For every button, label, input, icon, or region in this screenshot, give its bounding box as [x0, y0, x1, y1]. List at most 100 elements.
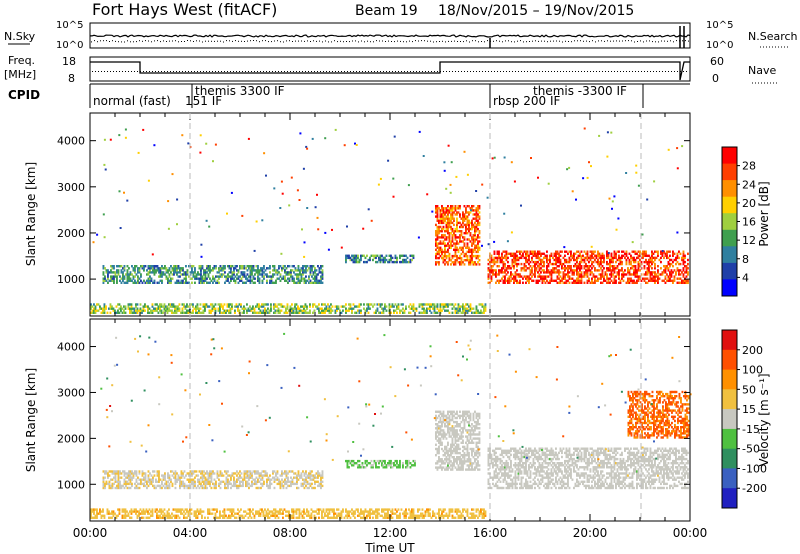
data-cell [622, 279, 625, 282]
data-cell [612, 258, 614, 262]
data-cell [453, 458, 455, 461]
data-cell [498, 254, 500, 257]
data-cell [282, 472, 285, 475]
nave-dot [254, 71, 255, 72]
data-cell [392, 177, 395, 180]
data-cell [275, 279, 277, 282]
data-cell [487, 258, 490, 262]
data-cell [429, 309, 431, 312]
data-cell [456, 412, 458, 416]
nsearch-dot [424, 40, 425, 42]
data-cell [666, 273, 668, 276]
data-cell [317, 472, 319, 475]
data-cell [501, 258, 503, 262]
data-cell [654, 273, 656, 276]
data-cell [173, 472, 175, 475]
data-cell [222, 474, 225, 477]
data-cell [635, 171, 638, 174]
data-cell [636, 271, 638, 274]
data-cell [164, 267, 166, 270]
nsearch-dot [475, 40, 476, 42]
data-cell [507, 265, 509, 268]
data-cell [451, 238, 454, 241]
data-cell [314, 480, 316, 483]
data-cell [441, 252, 443, 256]
data-cell [167, 279, 169, 282]
data-cell [149, 472, 151, 475]
data-cell [450, 460, 452, 463]
data-cell [669, 262, 671, 266]
nsearch-dot [142, 40, 143, 42]
data-cell [633, 273, 635, 276]
data-cell [670, 271, 673, 274]
data-cell [188, 281, 190, 284]
nave-dot [161, 71, 162, 72]
data-cell [463, 213, 466, 216]
data-cell [538, 267, 541, 270]
data-cell [504, 256, 506, 260]
data-cell [111, 275, 114, 278]
data-cell [465, 215, 467, 218]
data-cell [315, 279, 318, 282]
data-cell [119, 470, 121, 473]
data-cell [447, 420, 449, 424]
data-cell [543, 275, 545, 278]
data-cell [205, 219, 208, 222]
data-cell [219, 267, 222, 270]
data-cell [621, 277, 623, 280]
data-cell [474, 311, 476, 314]
nave-dot [554, 71, 555, 72]
data-cell [346, 254, 349, 257]
data-cell [281, 478, 283, 481]
data-cell [382, 260, 385, 264]
data-cell [117, 474, 120, 477]
data-cell [155, 271, 157, 274]
nave-dot [146, 71, 147, 72]
data-cell [459, 460, 461, 463]
data-cell [302, 478, 304, 481]
data-cell [258, 279, 261, 282]
data-cell [586, 265, 589, 268]
data-cell [600, 281, 602, 284]
data-cell [207, 482, 210, 486]
nsearch-dot [577, 40, 578, 42]
data-cell [185, 265, 187, 268]
data-cell [385, 258, 388, 262]
data-cell [363, 466, 365, 469]
data-cell [447, 449, 449, 453]
data-cell [175, 305, 178, 308]
data-cell [234, 484, 237, 488]
data-cell [245, 275, 247, 278]
data-cell [465, 246, 467, 249]
data-cell [309, 281, 312, 284]
data-cell [180, 311, 182, 314]
data-cell [314, 277, 316, 280]
data-cell [283, 305, 286, 308]
data-cell [455, 175, 458, 178]
data-cell [447, 223, 449, 227]
data-cell [418, 305, 421, 308]
data-cell [303, 265, 306, 268]
data-cell [399, 256, 401, 260]
data-cell [457, 309, 460, 312]
data-cell [180, 480, 183, 483]
data-cell [167, 227, 170, 230]
data-cell [240, 273, 243, 276]
data-cell [293, 265, 295, 268]
data-cell [637, 275, 640, 278]
data-cell [474, 248, 476, 251]
data-cell [507, 271, 509, 274]
data-cell [543, 277, 545, 280]
nave-dot [587, 71, 588, 72]
data-cell [255, 476, 258, 479]
data-cell [615, 267, 617, 270]
nave-dot [212, 71, 213, 72]
data-cell [256, 303, 259, 306]
data-cell [570, 267, 572, 270]
data-cell [466, 223, 469, 227]
data-cell [285, 273, 288, 276]
data-cell [597, 250, 599, 253]
nsearch-dot [196, 40, 197, 42]
data-cell [571, 254, 574, 257]
data-cell [282, 267, 285, 270]
